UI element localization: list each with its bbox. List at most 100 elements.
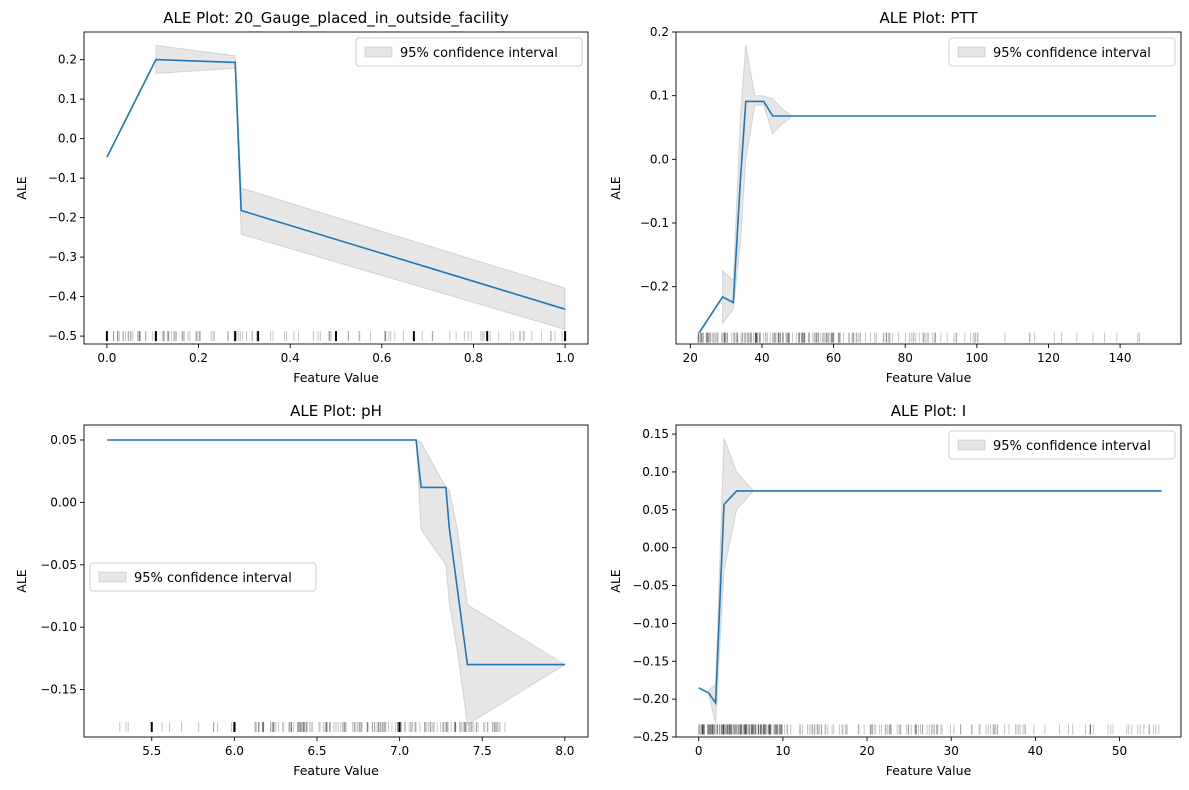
x-tick-label: 30: [944, 744, 959, 758]
x-tick-label: 20: [859, 744, 874, 758]
chart-title: ALE Plot: 20_Gauge_placed_in_outside_fac…: [163, 9, 509, 28]
y-tick-label: −0.05: [632, 579, 669, 593]
x-axis-label: Feature Value: [293, 370, 379, 385]
x-tick-label: 7.5: [473, 744, 492, 758]
x-tick-label: 60: [826, 351, 841, 365]
y-tick-label: −0.1: [48, 171, 77, 185]
legend-label: 95% confidence interval: [993, 439, 1151, 454]
ale-line: [107, 439, 565, 666]
legend: 95% confidence interval: [948, 430, 1176, 460]
legend: 95% confidence interval: [89, 562, 317, 592]
rug-marks: [697, 332, 1140, 343]
y-axis-label: ALE: [14, 569, 29, 593]
x-tick-label: 0.4: [281, 351, 300, 365]
legend-label: 95% confidence interval: [993, 46, 1151, 61]
y-tick-label: 0.0: [650, 152, 669, 166]
legend-swatch: [364, 46, 393, 58]
legend-swatch: [98, 571, 127, 583]
y-tick-label: −0.10: [40, 620, 77, 634]
x-tick-label: 40: [754, 351, 769, 365]
y-tick-label: 0.2: [650, 25, 669, 39]
plot-area: [697, 44, 1156, 343]
x-tick-label: 100: [965, 351, 988, 365]
y-axis-label: ALE: [14, 176, 29, 200]
y-tick-label: 0.0: [58, 132, 77, 146]
plot-area: [105, 44, 567, 342]
x-tick-label: 0.2: [189, 351, 208, 365]
x-tick-label: 8.0: [555, 744, 574, 758]
y-tick-label: 0.10: [642, 465, 669, 479]
chart-title: ALE Plot: pH: [290, 402, 382, 420]
ale-panel-1: 0.0 0.2 0.4 0.6 0.8 1.0 0.2 0.1 0.0 −0.1 −0.2 −0.3 −…: [14, 9, 589, 385]
legend: 95% confidence interval: [355, 37, 583, 67]
y-tick-label: −0.5: [48, 329, 77, 343]
y-tick-label: −0.1: [640, 216, 669, 230]
ale-panel-3: 5.5 6.0 6.5 7.0 7.5 8.0 0.05 0.00 −0.05 −0.10 −0.1…: [14, 402, 589, 778]
y-tick-label: 0.1: [650, 89, 669, 103]
x-tick-label: 80: [898, 351, 913, 365]
x-tick-label: 6.5: [307, 744, 326, 758]
legend-swatch: [957, 46, 986, 58]
chart-title: ALE Plot: PTT: [879, 9, 978, 27]
legend-box: [355, 37, 583, 67]
plot-area: [107, 439, 566, 733]
y-tick-label: 0.00: [50, 495, 77, 509]
x-tick-label: 20: [683, 351, 698, 365]
y-tick-label: 0.1: [58, 92, 77, 106]
ale-line: [698, 490, 1162, 706]
y-tick-label: 0.15: [642, 427, 669, 441]
y-tick-label: −0.2: [640, 280, 669, 294]
y-axis-label: ALE: [608, 569, 623, 593]
y-tick-label: −0.10: [632, 616, 669, 630]
axes-frame: [83, 424, 589, 738]
x-tick-label: 40: [1028, 744, 1043, 758]
legend-swatch: [957, 439, 986, 451]
y-tick-label: −0.15: [632, 654, 669, 668]
x-tick-label: 0: [695, 744, 703, 758]
legend-box: [89, 562, 317, 592]
axes-frame: [675, 424, 1182, 738]
legend-box: [948, 37, 1176, 67]
x-axis-label: Feature Value: [293, 763, 379, 778]
x-axis-label: Feature Value: [886, 370, 972, 385]
y-axis-label: ALE: [608, 176, 623, 200]
x-tick-label: 7.0: [390, 744, 409, 758]
y-tick-label: −0.05: [40, 558, 77, 572]
legend: 95% confidence interval: [948, 37, 1176, 67]
legend-label: 95% confidence interval: [400, 46, 558, 61]
legend-box: [948, 430, 1176, 460]
y-tick-label: −0.3: [48, 250, 77, 264]
rug-marks: [119, 722, 506, 733]
x-tick-label: 6.0: [225, 744, 244, 758]
ale-line: [698, 100, 1156, 333]
confidence-band: [722, 44, 792, 326]
y-tick-label: −0.4: [48, 290, 77, 304]
ale-panel-2: 20 40 60 80 100 120 140 0.2 0.1 0.0 −0.1 −0.2 ALE Pl…: [608, 9, 1182, 385]
y-tick-label: −0.2: [48, 211, 77, 225]
chart-title: ALE Plot: I: [891, 402, 966, 420]
x-tick-label: 0.0: [97, 351, 116, 365]
ale-panel-4: 0 10 20 30 40 50 0.15 0.10 0.05 0.00 −0.05 −0.10 −0.…: [608, 402, 1182, 778]
x-tick-label: 140: [1109, 351, 1132, 365]
y-tick-label: −0.15: [40, 683, 77, 697]
x-tick-label: 0.8: [464, 351, 483, 365]
y-tick-label: 0.05: [50, 433, 77, 447]
x-axis-label: Feature Value: [886, 763, 972, 778]
axes-frame: [83, 31, 589, 345]
axes-frame: [675, 31, 1182, 345]
x-tick-label: 120: [1037, 351, 1060, 365]
x-tick-label: 50: [1112, 744, 1127, 758]
plot-area: [698, 437, 1162, 735]
confidence-band: [708, 437, 755, 724]
y-tick-label: 0.00: [642, 541, 669, 555]
legend-label: 95% confidence interval: [134, 571, 292, 586]
x-tick-label: 10: [775, 744, 790, 758]
y-tick-label: −0.25: [632, 730, 669, 744]
y-tick-label: 0.05: [642, 503, 669, 517]
x-tick-label: 5.5: [142, 744, 161, 758]
x-tick-label: 1.0: [556, 351, 575, 365]
y-tick-label: 0.2: [58, 53, 77, 67]
x-tick-label: 0.6: [372, 351, 391, 365]
ale-line: [106, 58, 566, 310]
